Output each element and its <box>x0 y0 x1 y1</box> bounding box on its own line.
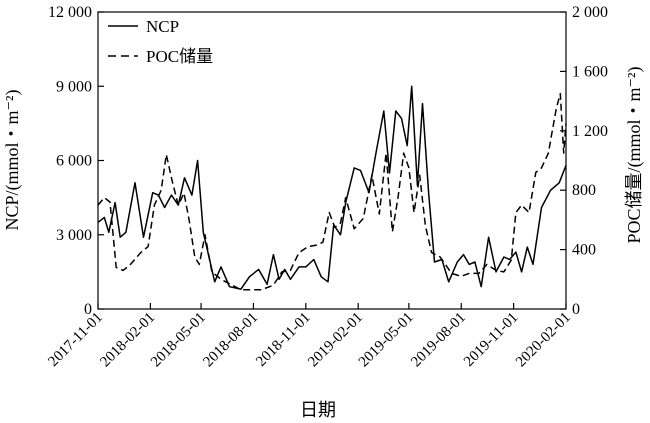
x-tick-label: 2018-11-01 <box>253 310 313 370</box>
x-tick-label: 2017-11-01 <box>45 310 105 370</box>
x-tick-label: 2019-05-01 <box>356 310 417 371</box>
legend-label-ncp: NCP <box>146 17 179 36</box>
x-tick-label: 2020-02-01 <box>513 310 574 371</box>
y-axis-right-title: POC储量/(mmol・m⁻²) <box>624 67 645 244</box>
y-right-tick-label: 400 <box>572 242 596 259</box>
y-right-tick-label: 0 <box>572 301 580 318</box>
y-left-tick-label: 3 000 <box>56 227 92 244</box>
x-tick-label: 2018-05-01 <box>148 310 209 371</box>
y-right-tick-label: 800 <box>572 182 596 199</box>
legend: NCP POC储量 <box>108 17 213 66</box>
y-axis-left-title: NCP/(mmol・m⁻²) <box>2 90 23 231</box>
y-right-tick-label: 1 200 <box>572 123 608 140</box>
y-right-tick-label: 2 000 <box>572 4 608 21</box>
y-left-tick-label: 0 <box>84 301 92 318</box>
left-axis: 0 3 000 6 000 9 000 12 000 <box>48 4 104 318</box>
x-axis: 2017-11-012018-02-012018-05-012018-08-01… <box>45 303 574 371</box>
y-left-tick-label: 6 000 <box>56 153 92 170</box>
right-axis: 0 400 800 1 200 1 600 2 000 <box>560 4 608 318</box>
x-tick-label: 2019-08-01 <box>408 310 469 371</box>
y-left-tick-label: 12 000 <box>48 4 92 21</box>
series-layer <box>97 85 567 291</box>
series-line-ncp <box>97 85 567 290</box>
series-line-poc <box>97 92 567 291</box>
x-tick-label: 2019-11-01 <box>461 310 521 370</box>
y-left-tick-label: 9 000 <box>56 78 92 95</box>
x-tick-label: 2018-08-01 <box>200 310 261 371</box>
legend-label-poc: POC储量 <box>146 47 213 66</box>
y-right-tick-label: 1 600 <box>572 63 608 80</box>
x-axis-title: 日期 <box>300 400 336 420</box>
